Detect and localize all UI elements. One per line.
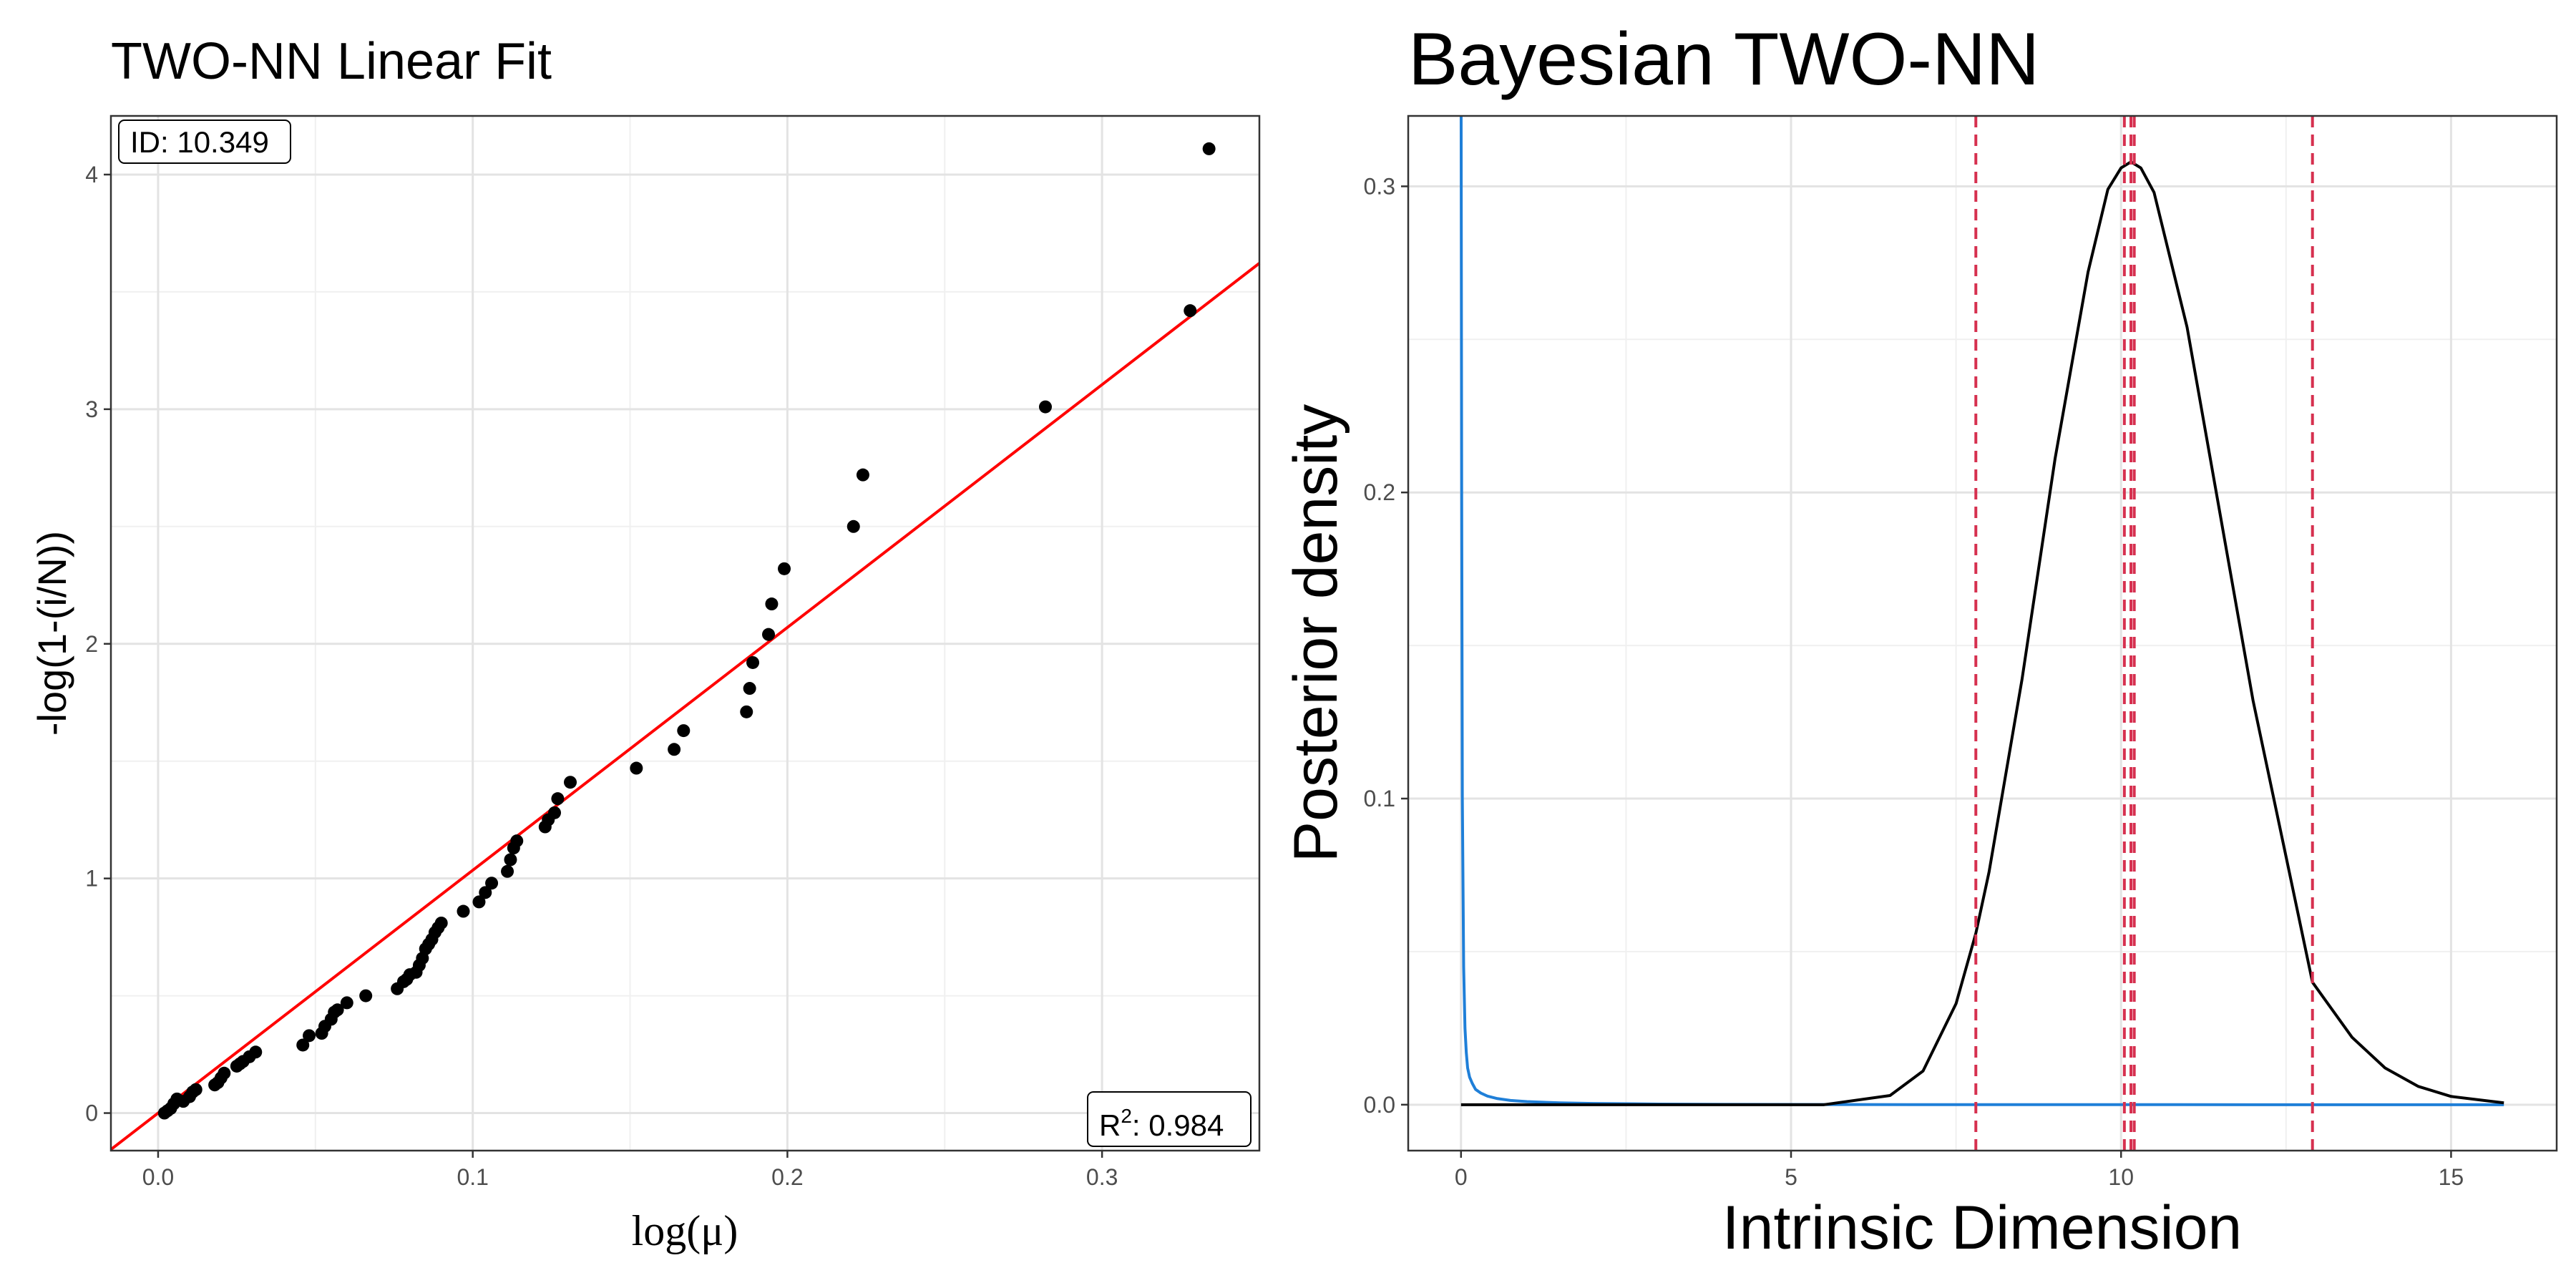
data-point xyxy=(434,916,448,930)
fit-line xyxy=(109,262,1261,1151)
data-point xyxy=(457,904,470,918)
data-point xyxy=(746,655,760,669)
data-point xyxy=(510,834,524,848)
id-label: ID: 10.349 xyxy=(118,119,291,164)
right-y-tick-label: 0.2 xyxy=(1364,479,1395,505)
data-point xyxy=(762,628,776,641)
data-point xyxy=(630,761,643,775)
left-x-tick-label: 0.3 xyxy=(1086,1164,1118,1190)
data-point xyxy=(743,682,756,696)
left-x-tick-label: 0.2 xyxy=(771,1164,803,1190)
r2-label: R2: 0.984 xyxy=(1087,1091,1252,1147)
left-y-tick-label: 4 xyxy=(85,162,98,187)
data-point xyxy=(296,1038,310,1052)
right-panel: Bayesian TWO-NN 0 5 10 15 0.0 0.1 0.2 0.3 Intr… xyxy=(1282,18,2558,1262)
data-point xyxy=(740,705,753,718)
data-point xyxy=(778,562,791,575)
left-y-tick-label: 3 xyxy=(85,396,98,422)
data-point xyxy=(564,776,577,789)
data-point xyxy=(218,1066,231,1080)
left-y-ticks: 0 1 2 3 4 xyxy=(85,162,111,1126)
r2-label-value: : 0.984 xyxy=(1132,1108,1224,1142)
left-y-tick-label: 1 xyxy=(85,866,98,892)
left-chart-title: TWO-NN Linear Fit xyxy=(111,33,552,90)
data-point xyxy=(847,519,860,533)
data-point xyxy=(303,1029,316,1043)
right-y-tick-label: 0.3 xyxy=(1364,173,1395,199)
left-x-tick-label: 0.0 xyxy=(142,1164,174,1190)
right-y-tick-label: 0.0 xyxy=(1364,1092,1395,1118)
right-y-ticks: 0.0 0.1 0.2 0.3 xyxy=(1364,173,1408,1118)
prior-density-line xyxy=(1459,116,2504,1106)
left-y-axis-label: -log(1-(i/N)) xyxy=(29,531,74,736)
data-point xyxy=(765,597,779,611)
data-point xyxy=(668,743,681,756)
right-y-tick-label: 0.1 xyxy=(1364,786,1395,811)
right-x-ticks: 0 5 10 15 xyxy=(1455,1151,2464,1190)
right-panel-border xyxy=(1407,114,2558,1152)
data-point xyxy=(249,1045,263,1059)
left-y-tick-label: 2 xyxy=(85,631,98,657)
right-vlines xyxy=(1974,116,2314,1151)
left-panel-border xyxy=(109,114,1261,1152)
right-chart-title: Bayesian TWO-NN xyxy=(1408,18,2039,101)
data-point xyxy=(548,806,562,819)
data-point xyxy=(856,468,869,482)
data-point xyxy=(485,877,499,890)
left-x-tick-label: 0.1 xyxy=(457,1164,488,1190)
data-point xyxy=(331,1003,344,1017)
data-point xyxy=(1184,304,1197,318)
right-y-axis-label: Posterior density xyxy=(1282,404,1350,863)
data-point xyxy=(189,1083,203,1096)
data-point xyxy=(1038,400,1052,414)
r2-label-prefix: R xyxy=(1099,1108,1121,1142)
r2-label-text: R2: 0.984 xyxy=(1099,1105,1224,1142)
data-point xyxy=(340,996,353,1010)
right-x-axis-label: Intrinsic Dimension xyxy=(1722,1194,2242,1262)
left-panel: TWO-NN Linear Fit 0.0 0.1 0.2 0.3 0 1 2 3 4 ID:… xyxy=(29,33,1261,1254)
left-y-tick-label: 0 xyxy=(85,1101,98,1126)
data-point xyxy=(472,895,486,909)
right-x-tick-label: 5 xyxy=(1785,1164,1797,1190)
right-x-tick-label: 10 xyxy=(2108,1164,2134,1190)
left-grid xyxy=(111,116,1259,1151)
data-point xyxy=(501,864,514,878)
data-point xyxy=(551,792,565,806)
left-points xyxy=(157,142,1216,1120)
id-label-text: ID: 10.349 xyxy=(130,125,269,159)
data-point xyxy=(359,989,373,1002)
data-point xyxy=(479,886,492,899)
left-x-axis-label: log(μ) xyxy=(632,1207,738,1254)
data-point xyxy=(504,853,517,867)
right-x-tick-label: 15 xyxy=(2439,1164,2464,1190)
data-point xyxy=(677,724,691,738)
right-x-tick-label: 0 xyxy=(1455,1164,1468,1190)
data-point xyxy=(1202,142,1216,155)
left-x-ticks: 0.0 0.1 0.2 0.3 xyxy=(142,1151,1118,1190)
r2-label-sup: 2 xyxy=(1121,1105,1132,1127)
